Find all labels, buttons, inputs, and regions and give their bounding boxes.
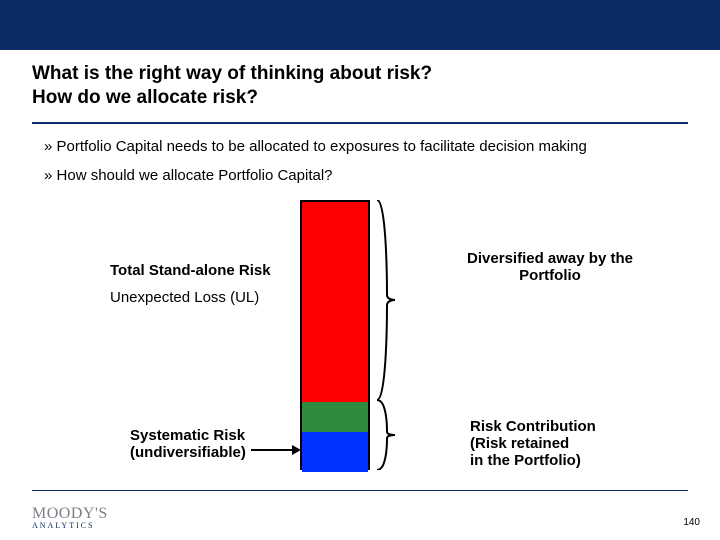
title-block: What is the right way of thinking about …	[0, 50, 720, 116]
label-total-standalone-line1: Total Stand-alone Risk	[110, 262, 271, 279]
moodys-logo: MOODY'S ANALYTICS	[32, 505, 108, 530]
stacked-bar	[300, 200, 370, 470]
bar-segment-systematic	[302, 432, 368, 472]
risk-bar-diagram: Total Stand-alone Risk Unexpected Loss (…	[0, 200, 720, 480]
brace-diversified	[375, 200, 397, 400]
label-risk-contribution-line3: in the Portfolio)	[470, 452, 596, 469]
label-risk-contribution: Risk Contribution (Risk retained in the …	[470, 418, 596, 469]
page-number: 140	[683, 517, 700, 528]
label-systematic-line1: Systematic Risk	[130, 427, 246, 444]
header-bar	[0, 0, 720, 50]
bar-segment-diversified	[302, 202, 368, 402]
label-systematic-risk: Systematic Risk (undiversifiable)	[130, 427, 246, 461]
bullet-item: Portfolio Capital needs to be allocated …	[44, 138, 688, 155]
label-systematic-line2: (undiversifiable)	[130, 444, 246, 461]
label-diversified-line2: Portfolio	[450, 267, 650, 284]
bullet-list: Portfolio Capital needs to be allocated …	[0, 124, 720, 184]
bar-segment-green-sliver	[302, 402, 368, 432]
title-line-1: What is the right way of thinking about …	[32, 62, 688, 86]
title-line-2: How do we allocate risk?	[32, 86, 688, 110]
arrow-systematic-head	[292, 445, 301, 455]
label-risk-contribution-line2: (Risk retained	[470, 435, 596, 452]
label-diversified-away: Diversified away by the Portfolio	[450, 250, 650, 284]
label-total-standalone: Total Stand-alone Risk Unexpected Loss (…	[110, 262, 271, 306]
footer-divider	[32, 490, 688, 491]
arrow-systematic	[251, 449, 298, 451]
brace-risk-contribution	[375, 400, 397, 470]
bullet-item: How should we allocate Portfolio Capital…	[44, 167, 688, 184]
label-risk-contribution-line1: Risk Contribution	[470, 418, 596, 435]
label-unexpected-loss: Unexpected Loss (UL)	[110, 289, 271, 306]
label-diversified-line1: Diversified away by the	[450, 250, 650, 267]
